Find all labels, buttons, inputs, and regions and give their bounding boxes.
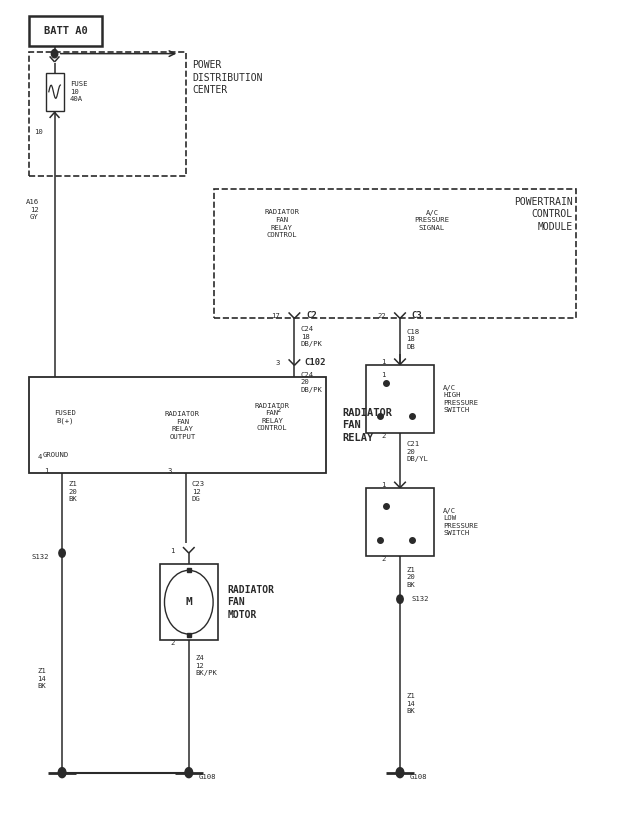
Text: Z1
20
BK: Z1 20 BK xyxy=(406,566,415,588)
Text: 1: 1 xyxy=(44,468,48,474)
Circle shape xyxy=(185,768,193,778)
Circle shape xyxy=(59,549,65,557)
Text: C3: C3 xyxy=(412,312,422,320)
Text: Z4
12
BK/PK: Z4 12 BK/PK xyxy=(195,655,217,676)
Text: A/C
HIGH
PRESSURE
SWITCH: A/C HIGH PRESSURE SWITCH xyxy=(443,385,478,413)
Circle shape xyxy=(397,595,403,603)
Text: C24
20
DB/PK: C24 20 DB/PK xyxy=(301,371,323,393)
Text: C18
18
DB: C18 18 DB xyxy=(406,328,420,350)
Text: A/C
LOW
PRESSURE
SWITCH: A/C LOW PRESSURE SWITCH xyxy=(443,508,478,536)
Text: 22: 22 xyxy=(377,313,386,319)
Text: FUSED
B(+): FUSED B(+) xyxy=(54,410,76,424)
Bar xyxy=(29,377,326,473)
Text: 10: 10 xyxy=(35,129,43,135)
Bar xyxy=(45,73,63,111)
Text: RADIATOR
FAN
RELAY
OUTPUT: RADIATOR FAN RELAY OUTPUT xyxy=(165,411,200,440)
Circle shape xyxy=(51,49,58,58)
Text: Z1
14
BK: Z1 14 BK xyxy=(37,668,46,690)
Circle shape xyxy=(396,768,404,778)
Text: 4: 4 xyxy=(37,453,42,460)
Text: 2: 2 xyxy=(170,640,175,646)
Text: 1: 1 xyxy=(170,547,175,554)
Text: BATT A0: BATT A0 xyxy=(44,26,88,36)
Bar xyxy=(366,365,434,433)
Text: G108: G108 xyxy=(198,773,216,780)
Text: 1: 1 xyxy=(381,371,386,378)
Text: Z1
14
BK: Z1 14 BK xyxy=(406,693,415,715)
Text: RADIATOR
FAN
RELAY
CONTROL: RADIATOR FAN RELAY CONTROL xyxy=(255,402,289,432)
Bar xyxy=(159,564,218,640)
Text: M: M xyxy=(186,597,192,608)
Bar xyxy=(29,52,186,176)
Circle shape xyxy=(58,768,66,778)
Text: A/C
PRESSURE
SIGNAL: A/C PRESSURE SIGNAL xyxy=(415,210,449,230)
Text: RADIATOR
FAN
RELAY: RADIATOR FAN RELAY xyxy=(342,408,392,442)
Circle shape xyxy=(164,571,213,634)
Text: C23
12
DG: C23 12 DG xyxy=(192,481,205,503)
Text: G108: G108 xyxy=(410,773,427,780)
Text: 2: 2 xyxy=(381,556,386,562)
Text: POWERTRAIN
CONTROL
MODULE: POWERTRAIN CONTROL MODULE xyxy=(514,197,573,232)
Text: 1: 1 xyxy=(381,359,386,365)
Text: A16
12
GY: A16 12 GY xyxy=(26,199,38,220)
Text: 3: 3 xyxy=(167,468,172,474)
Text: C24
18
DB/PK: C24 18 DB/PK xyxy=(301,326,323,348)
Bar xyxy=(214,189,576,318)
Text: RADIATOR
FAN
RELAY
CONTROL: RADIATOR FAN RELAY CONTROL xyxy=(264,210,299,238)
Text: RADIATOR
FAN
MOTOR: RADIATOR FAN MOTOR xyxy=(228,585,275,619)
Text: 17: 17 xyxy=(271,313,280,319)
Text: GROUND: GROUND xyxy=(42,452,69,458)
Text: C21
20
DB/YL: C21 20 DB/YL xyxy=(406,441,428,463)
Text: FUSE
10
40A: FUSE 10 40A xyxy=(70,81,88,102)
Text: Z1
20
BK: Z1 20 BK xyxy=(68,481,77,503)
Text: S132: S132 xyxy=(412,596,429,603)
Text: C102: C102 xyxy=(304,359,326,367)
Text: 2: 2 xyxy=(381,432,386,439)
Text: 1: 1 xyxy=(381,482,386,489)
Bar xyxy=(366,488,434,556)
Text: 3: 3 xyxy=(276,360,280,366)
Text: C2: C2 xyxy=(306,312,317,320)
Bar xyxy=(29,16,102,46)
Text: S132: S132 xyxy=(32,554,49,561)
Text: POWER
DISTRIBUTION
CENTER: POWER DISTRIBUTION CENTER xyxy=(192,60,262,96)
Text: 2: 2 xyxy=(276,406,280,413)
